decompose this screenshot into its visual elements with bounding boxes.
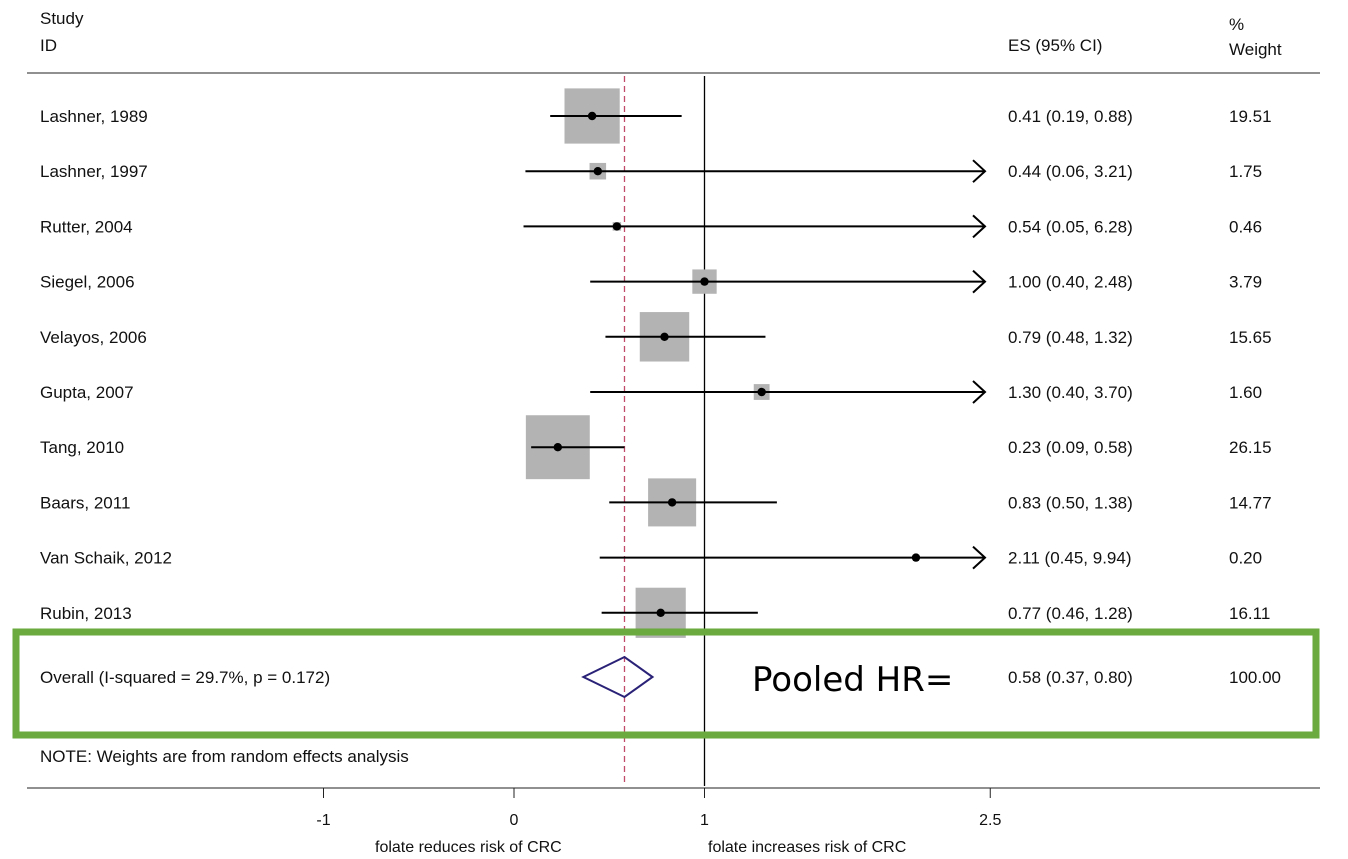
study-id: Rubin, 2013 xyxy=(40,604,132,623)
point-estimate xyxy=(660,332,669,341)
pooled-hr-callout: Pooled HR= xyxy=(752,660,953,700)
study-labels: Lashner, 1989 0.41 (0.19, 0.88) 19.51 Lashn… xyxy=(40,107,1281,687)
overall-effect-size: 0.58 (0.37, 0.80) xyxy=(1008,668,1133,687)
study-weight: 14.77 xyxy=(1229,493,1272,512)
x-axis: -1 0 1 2.5 xyxy=(316,788,1001,829)
study-weight: 1.75 xyxy=(1229,162,1262,181)
effect-size: 0.41 (0.19, 0.88) xyxy=(1008,107,1133,126)
study-id: Gupta, 2007 xyxy=(40,383,134,402)
effect-size: 1.00 (0.40, 2.48) xyxy=(1008,273,1133,292)
effect-size: 0.54 (0.05, 6.28) xyxy=(1008,217,1133,236)
ci-arrow xyxy=(972,545,987,570)
ci-arrow xyxy=(972,214,987,239)
ci-arrow xyxy=(972,159,987,183)
study-weight: 15.65 xyxy=(1229,328,1272,347)
effect-size: 0.23 (0.09, 0.58) xyxy=(1008,438,1133,457)
point-estimate xyxy=(656,608,665,617)
chart-marks xyxy=(523,76,987,786)
point-estimate xyxy=(612,222,622,231)
study-weight: 0.20 xyxy=(1229,549,1262,568)
point-estimate xyxy=(700,277,709,286)
effect-size: 0.77 (0.46, 1.28) xyxy=(1008,604,1133,623)
study-id: Rutter, 2004 xyxy=(40,217,133,236)
header-study: Study xyxy=(40,9,84,28)
study-weight: 19.51 xyxy=(1229,107,1272,126)
study-id: Velayos, 2006 xyxy=(40,328,147,347)
point-estimate xyxy=(667,498,677,507)
study-id: Lashner, 1989 xyxy=(40,107,148,126)
overall-diamond xyxy=(581,655,655,699)
x-tick-label: -1 xyxy=(316,812,330,829)
study-id: Van Schaik, 2012 xyxy=(40,549,172,568)
x-tick-label: 2.5 xyxy=(979,812,1001,829)
ci-arrow xyxy=(972,269,987,294)
overall-weight: 100.00 xyxy=(1229,668,1281,687)
effect-size: 1.30 (0.40, 3.70) xyxy=(1008,383,1133,402)
point-estimate xyxy=(911,553,921,562)
study-id: Siegel, 2006 xyxy=(40,273,135,292)
study-weight: 16.11 xyxy=(1229,604,1270,623)
effect-size: 2.11 (0.45, 9.94) xyxy=(1008,549,1132,568)
study-weight: 26.15 xyxy=(1229,438,1272,457)
study-id: Lashner, 1997 xyxy=(40,162,148,181)
header-es: ES (95% CI) xyxy=(1008,36,1102,55)
ci-arrow xyxy=(972,380,987,404)
study-weight: 3.79 xyxy=(1229,273,1262,292)
header-weight: Weight xyxy=(1229,40,1282,59)
x-tick-label: 1 xyxy=(700,812,709,829)
study-weight: 1.60 xyxy=(1229,383,1262,402)
effect-size: 0.44 (0.06, 3.21) xyxy=(1008,162,1133,181)
point-estimate xyxy=(757,387,766,397)
effect-size: 0.79 (0.48, 1.32) xyxy=(1008,328,1133,347)
point-estimate xyxy=(593,167,603,176)
pooled-highlight-box xyxy=(12,628,1320,739)
x-label-right: folate increases risk of CRC xyxy=(708,839,906,856)
x-tick-label: 0 xyxy=(510,812,519,829)
study-weight: 0.46 xyxy=(1229,217,1262,236)
note-text: NOTE: Weights are from random effects an… xyxy=(40,747,409,766)
x-label-left: folate reduces risk of CRC xyxy=(375,839,562,856)
effect-size: 0.83 (0.50, 1.38) xyxy=(1008,493,1133,512)
point-estimate xyxy=(553,443,563,452)
point-estimate xyxy=(587,111,597,121)
header-weight-percent: % xyxy=(1229,15,1244,34)
header-id: ID xyxy=(40,36,57,55)
study-id: Tang, 2010 xyxy=(40,438,124,457)
study-id: Baars, 2011 xyxy=(40,493,130,512)
overall-label: Overall (I-squared = 29.7%, p = 0.172) xyxy=(40,668,330,687)
